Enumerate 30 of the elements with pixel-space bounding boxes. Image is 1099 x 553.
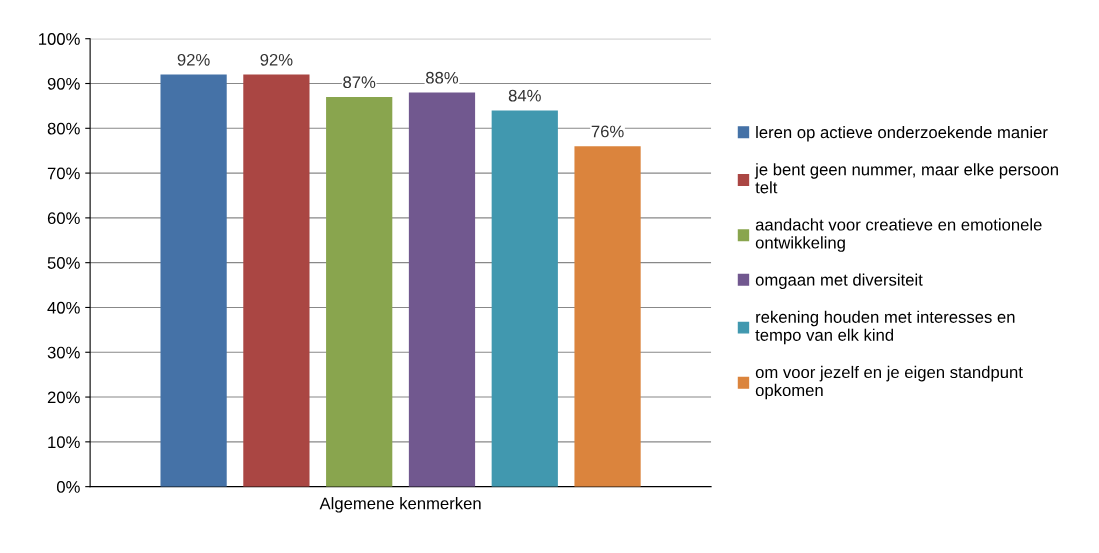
y-tick-label: 40% bbox=[47, 301, 80, 314]
y-tick-label: 60% bbox=[47, 212, 80, 225]
data-label: 84% bbox=[508, 89, 541, 102]
legend-label: aandacht voor creatieve en emotionele ontwikkeling bbox=[755, 218, 1042, 252]
y-tick-label: 0% bbox=[56, 481, 80, 493]
y-tick-label: 30% bbox=[47, 346, 80, 359]
y-tick-label: 90% bbox=[47, 77, 80, 90]
legend-label: om voor jezelf en je eigen standpunt opkomen bbox=[755, 365, 1023, 400]
y-tick-label: 80% bbox=[47, 122, 80, 135]
data-label: 92% bbox=[177, 53, 210, 66]
data-label: 88% bbox=[426, 71, 459, 84]
bar bbox=[160, 74, 227, 487]
y-tick-label: 100% bbox=[39, 33, 80, 45]
data-label: 87% bbox=[343, 76, 376, 89]
legend-label: rekening houden met interesses en tempo van elk kind bbox=[755, 310, 1015, 345]
y-tick-label: 70% bbox=[47, 167, 80, 180]
bar bbox=[326, 96, 393, 487]
bar bbox=[574, 146, 641, 487]
bar bbox=[491, 110, 558, 487]
legend-label: omgaan met diversiteit bbox=[755, 273, 923, 290]
legend-label: leren op actieve onderzoekende manier bbox=[756, 125, 1048, 142]
data-label: 76% bbox=[591, 125, 624, 138]
y-tick-label: 50% bbox=[47, 257, 80, 269]
bar bbox=[408, 92, 476, 487]
x-axis-title: Algemene kenmerken bbox=[319, 497, 481, 513]
y-tick-label: 10% bbox=[48, 436, 80, 449]
legend-label: je bent geen nummer, maar elke persoon telt bbox=[754, 163, 1058, 194]
y-tick-label: 20% bbox=[47, 391, 80, 404]
bar bbox=[243, 74, 310, 487]
data-label: 92% bbox=[260, 53, 293, 66]
